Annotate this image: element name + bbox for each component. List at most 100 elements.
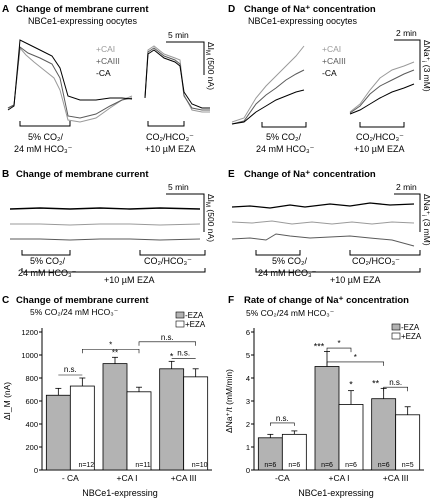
application-bar-co2-hco3 — [139, 250, 206, 256]
panel-a: A Change of membrane current NBCe1-expre… — [2, 4, 216, 154]
panel-c: C Change of membrane current 5% CO₂/24 m… — [2, 295, 212, 498]
label-hco3: 24 mM HCO₃⁻ — [256, 144, 315, 154]
label-co2-hco3: CO₂/HCO₃⁻ — [356, 132, 404, 142]
significance-label: ** — [372, 378, 380, 388]
significance-label: * — [349, 380, 353, 390]
y-tick-label: 3 — [246, 397, 250, 406]
panel-e: E Change of Na⁺ concentration 2 min ΔNa⁺… — [228, 169, 432, 285]
panel-b-bars: 5% CO₂/ 24 mM HCO₃⁻ CO₂/HCO₃⁻ +10 µM EZA — [18, 250, 206, 285]
legend-item-nca: -CA — [96, 68, 111, 78]
bar-minus-eza — [159, 368, 185, 471]
trace-caiii — [231, 69, 305, 125]
y-tick-label: 1 — [246, 443, 250, 452]
x-category-label: +CA III — [383, 473, 409, 483]
n-label: n=6 — [288, 462, 300, 469]
panel-d-bars: 5% CO₂/ 24 mM HCO₃⁻ CO₂/HCO₃⁻ +10 µM EZA — [256, 122, 405, 154]
x-category-label: -CA — [275, 473, 290, 483]
y-tick-label: 6 — [246, 328, 250, 337]
label-co2: 5% CO₂/ — [272, 256, 308, 266]
significance-label: * — [354, 353, 357, 362]
trace-nca-eza — [144, 49, 210, 109]
time-scale-label: 2 min — [396, 182, 417, 192]
panel-d-letter: D — [228, 4, 235, 15]
x-category-label: +CA III — [171, 473, 197, 483]
y-scale-label: ΔIM (500 nA) — [204, 42, 216, 90]
label-eza: +10 µM EZA — [330, 275, 380, 285]
legend-item-nca: -CA — [322, 68, 337, 78]
legend-swatch — [391, 332, 401, 340]
trace-nca — [7, 39, 133, 111]
scale-bar — [166, 193, 205, 232]
label-co2-hco3: CO₂/HCO₃⁻ — [146, 132, 194, 142]
time-scale-label: 5 min — [168, 30, 189, 40]
application-bar-co2 — [21, 250, 71, 256]
scale-bar — [166, 41, 205, 75]
label-co2-hco3: CO₂/HCO₃⁻ — [144, 256, 192, 266]
scale-bar — [394, 193, 421, 232]
label-hco3: 24 mM HCO₃⁻ — [14, 144, 73, 154]
panel-f-subtitle: 5% CO₂/24 mM HCO₃⁻ — [246, 308, 335, 318]
trace-caiii — [10, 238, 201, 241]
n-label: n=10 — [192, 462, 208, 469]
label-hco3: 24 mM HCO₃⁻ — [258, 268, 317, 278]
panel-b-scalebar: 5 min ΔIM (500 nA) — [166, 182, 216, 242]
trace-caiii — [7, 46, 133, 119]
trace-cai — [231, 220, 415, 225]
significance-label: n.s. — [276, 414, 289, 423]
legend-item-cai: +CAI — [96, 44, 115, 54]
y-tick-label: 200 — [25, 443, 38, 452]
n-label: n=5 — [402, 462, 414, 469]
bar-plus-eza — [69, 385, 95, 471]
n-label: n=6 — [264, 462, 276, 469]
application-bar-eza — [359, 122, 405, 128]
panel-d-legend: +CAI +CAIII -CA — [322, 44, 346, 78]
trace-nca — [231, 202, 415, 209]
bar-plus-eza — [126, 391, 152, 471]
y-tick-label: 0 — [246, 466, 250, 475]
sig-bracket — [82, 348, 140, 354]
n-label: n=6 — [345, 462, 357, 469]
sig-bracket — [326, 361, 384, 366]
y-tick-label: 2 — [246, 420, 250, 429]
application-bar-eza — [21, 268, 206, 273]
panel-a-bars: 5% CO₂/ 24 mM HCO₃⁻ CO₂/HCO₃⁻ +10 µM EZA — [14, 121, 195, 154]
significance-label: n.s. — [64, 365, 77, 374]
panel-e-title: Change of Na⁺ concentration — [244, 169, 376, 180]
trace-nca — [9, 207, 201, 210]
trace-caiii-eza — [349, 69, 415, 114]
bar-chart-membrane-current: 0 200 400 600 800 1000 1200 ΔI_M (nA) - CA +CA I +… — [2, 311, 212, 483]
y-tick-label: 1200 — [21, 328, 38, 337]
y-scale-label: ΔNa⁺i (3 mM) — [420, 194, 432, 246]
panel-d-subtitle: NBCe1-expressing oocytes — [248, 16, 358, 26]
y-tick-label: 1000 — [21, 351, 38, 360]
sig-bracket — [270, 422, 295, 426]
trace-caiii — [231, 233, 415, 247]
panel-d: D Change of Na⁺ concentration NBCe1-expr… — [228, 4, 432, 154]
legend-label: +EZA — [401, 332, 422, 341]
application-bar-co2 — [261, 122, 307, 128]
label-co2: 5% CO₂/ — [28, 132, 64, 142]
legend-item-caiii: +CAIII — [322, 56, 346, 66]
legend-label: -EZA — [185, 311, 204, 320]
bar-plus-eza — [338, 404, 364, 471]
legend-label: +EZA — [185, 320, 206, 329]
legend-item-caiii: +CAIII — [96, 56, 120, 66]
panel-c-xlabel: NBCe1-expressing — [82, 488, 158, 498]
y-tick-label: 5 — [246, 351, 250, 360]
panel-a-traces — [7, 39, 210, 123]
panel-f-xlabel: NBCe1-expressing — [298, 488, 374, 498]
significance-label: * — [170, 351, 174, 361]
label-eza: +10 µM EZA — [145, 144, 195, 154]
y-tick-label: 600 — [25, 397, 38, 406]
scale-bar — [394, 39, 421, 80]
bar-chart-na-rate: 0 1 2 3 4 5 6 ΔNa⁺/t (mM/min) -CA +CA I +CA III -EZ… — [224, 323, 424, 483]
bar-plus-eza — [183, 376, 209, 471]
panel-b: B Change of membrane current 5 min ΔIM (… — [2, 169, 216, 285]
label-co2-hco3: CO₂/HCO₃⁻ — [352, 256, 400, 266]
n-label: n=11 — [135, 462, 150, 469]
application-bar-eza — [255, 268, 421, 273]
n-label: n=6 — [378, 462, 390, 469]
trace-cai — [10, 223, 201, 226]
label-eza: +10 µM EZA — [104, 275, 154, 285]
